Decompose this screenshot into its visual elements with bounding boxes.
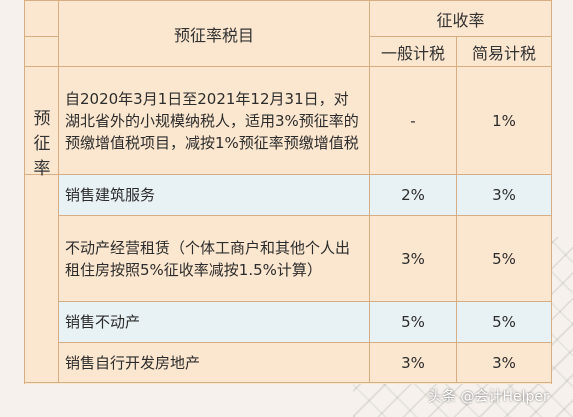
side-label-cell: 预征率 xyxy=(24,109,59,383)
table-row: 销售自行开发房地产 3% 3% xyxy=(25,342,553,383)
row-general-rate: 3% xyxy=(369,342,457,383)
side-label: 预征率 xyxy=(33,109,51,179)
table-row: 销售不动产 5% 5% xyxy=(24,301,553,343)
row-item: 销售建筑服务 xyxy=(58,174,370,216)
row-general-rate: 5% xyxy=(369,301,457,343)
row-item: 销售不动产 xyxy=(58,301,370,343)
row-general-rate: - xyxy=(369,66,457,175)
table-row: 不动产经营租赁（个体工商户和其他个人出租住房按照5%征收率减按1.5%计算） 3… xyxy=(25,215,553,302)
row-item: 自2020年3月1日至2021年12月31日，对湖北省外的小规模纳税人，适用3%… xyxy=(58,66,370,175)
row-simple-rate: 5% xyxy=(455,215,553,302)
row-general-rate: 2% xyxy=(369,174,457,216)
header-blank-cell-2 xyxy=(24,36,59,67)
header-item-column: 预征率税目 xyxy=(58,0,370,67)
header-general-tax: 一般计税 xyxy=(369,36,457,67)
table-row: 预征率 销售建筑服务 2% 3% xyxy=(24,109,553,383)
table-row: 自2020年3月1日至2021年12月31日，对湖北省外的小规模纳税人，适用3%… xyxy=(24,66,553,175)
table-subheader-row: 一般计税 简易计税 xyxy=(24,36,553,67)
watermark: 头条 @会计Helper xyxy=(428,389,549,405)
row-simple-rate: 3% xyxy=(455,174,553,216)
row-item: 销售自行开发房地产 xyxy=(58,342,370,383)
prepayment-rate-table: 预征率税目 征收率 一般计税 简易计税 自2020年3月1日至2021年12月3… xyxy=(24,0,553,383)
side-label-top-blank xyxy=(24,66,59,175)
table-header-row: 预征率税目 征收率 xyxy=(24,0,553,67)
header-simple-tax: 简易计税 xyxy=(455,36,553,67)
header-rate-group: 征收率 xyxy=(368,0,553,37)
row-item: 不动产经营租赁（个体工商户和其他个人出租住房按照5%征收率减按1.5%计算） xyxy=(58,215,370,302)
row-simple-rate: 5% xyxy=(455,301,553,343)
header-blank-cell xyxy=(24,0,59,37)
row-simple-rate: 1% xyxy=(455,66,553,175)
row-general-rate: 3% xyxy=(369,215,457,302)
row-simple-rate: 3% xyxy=(455,342,553,383)
